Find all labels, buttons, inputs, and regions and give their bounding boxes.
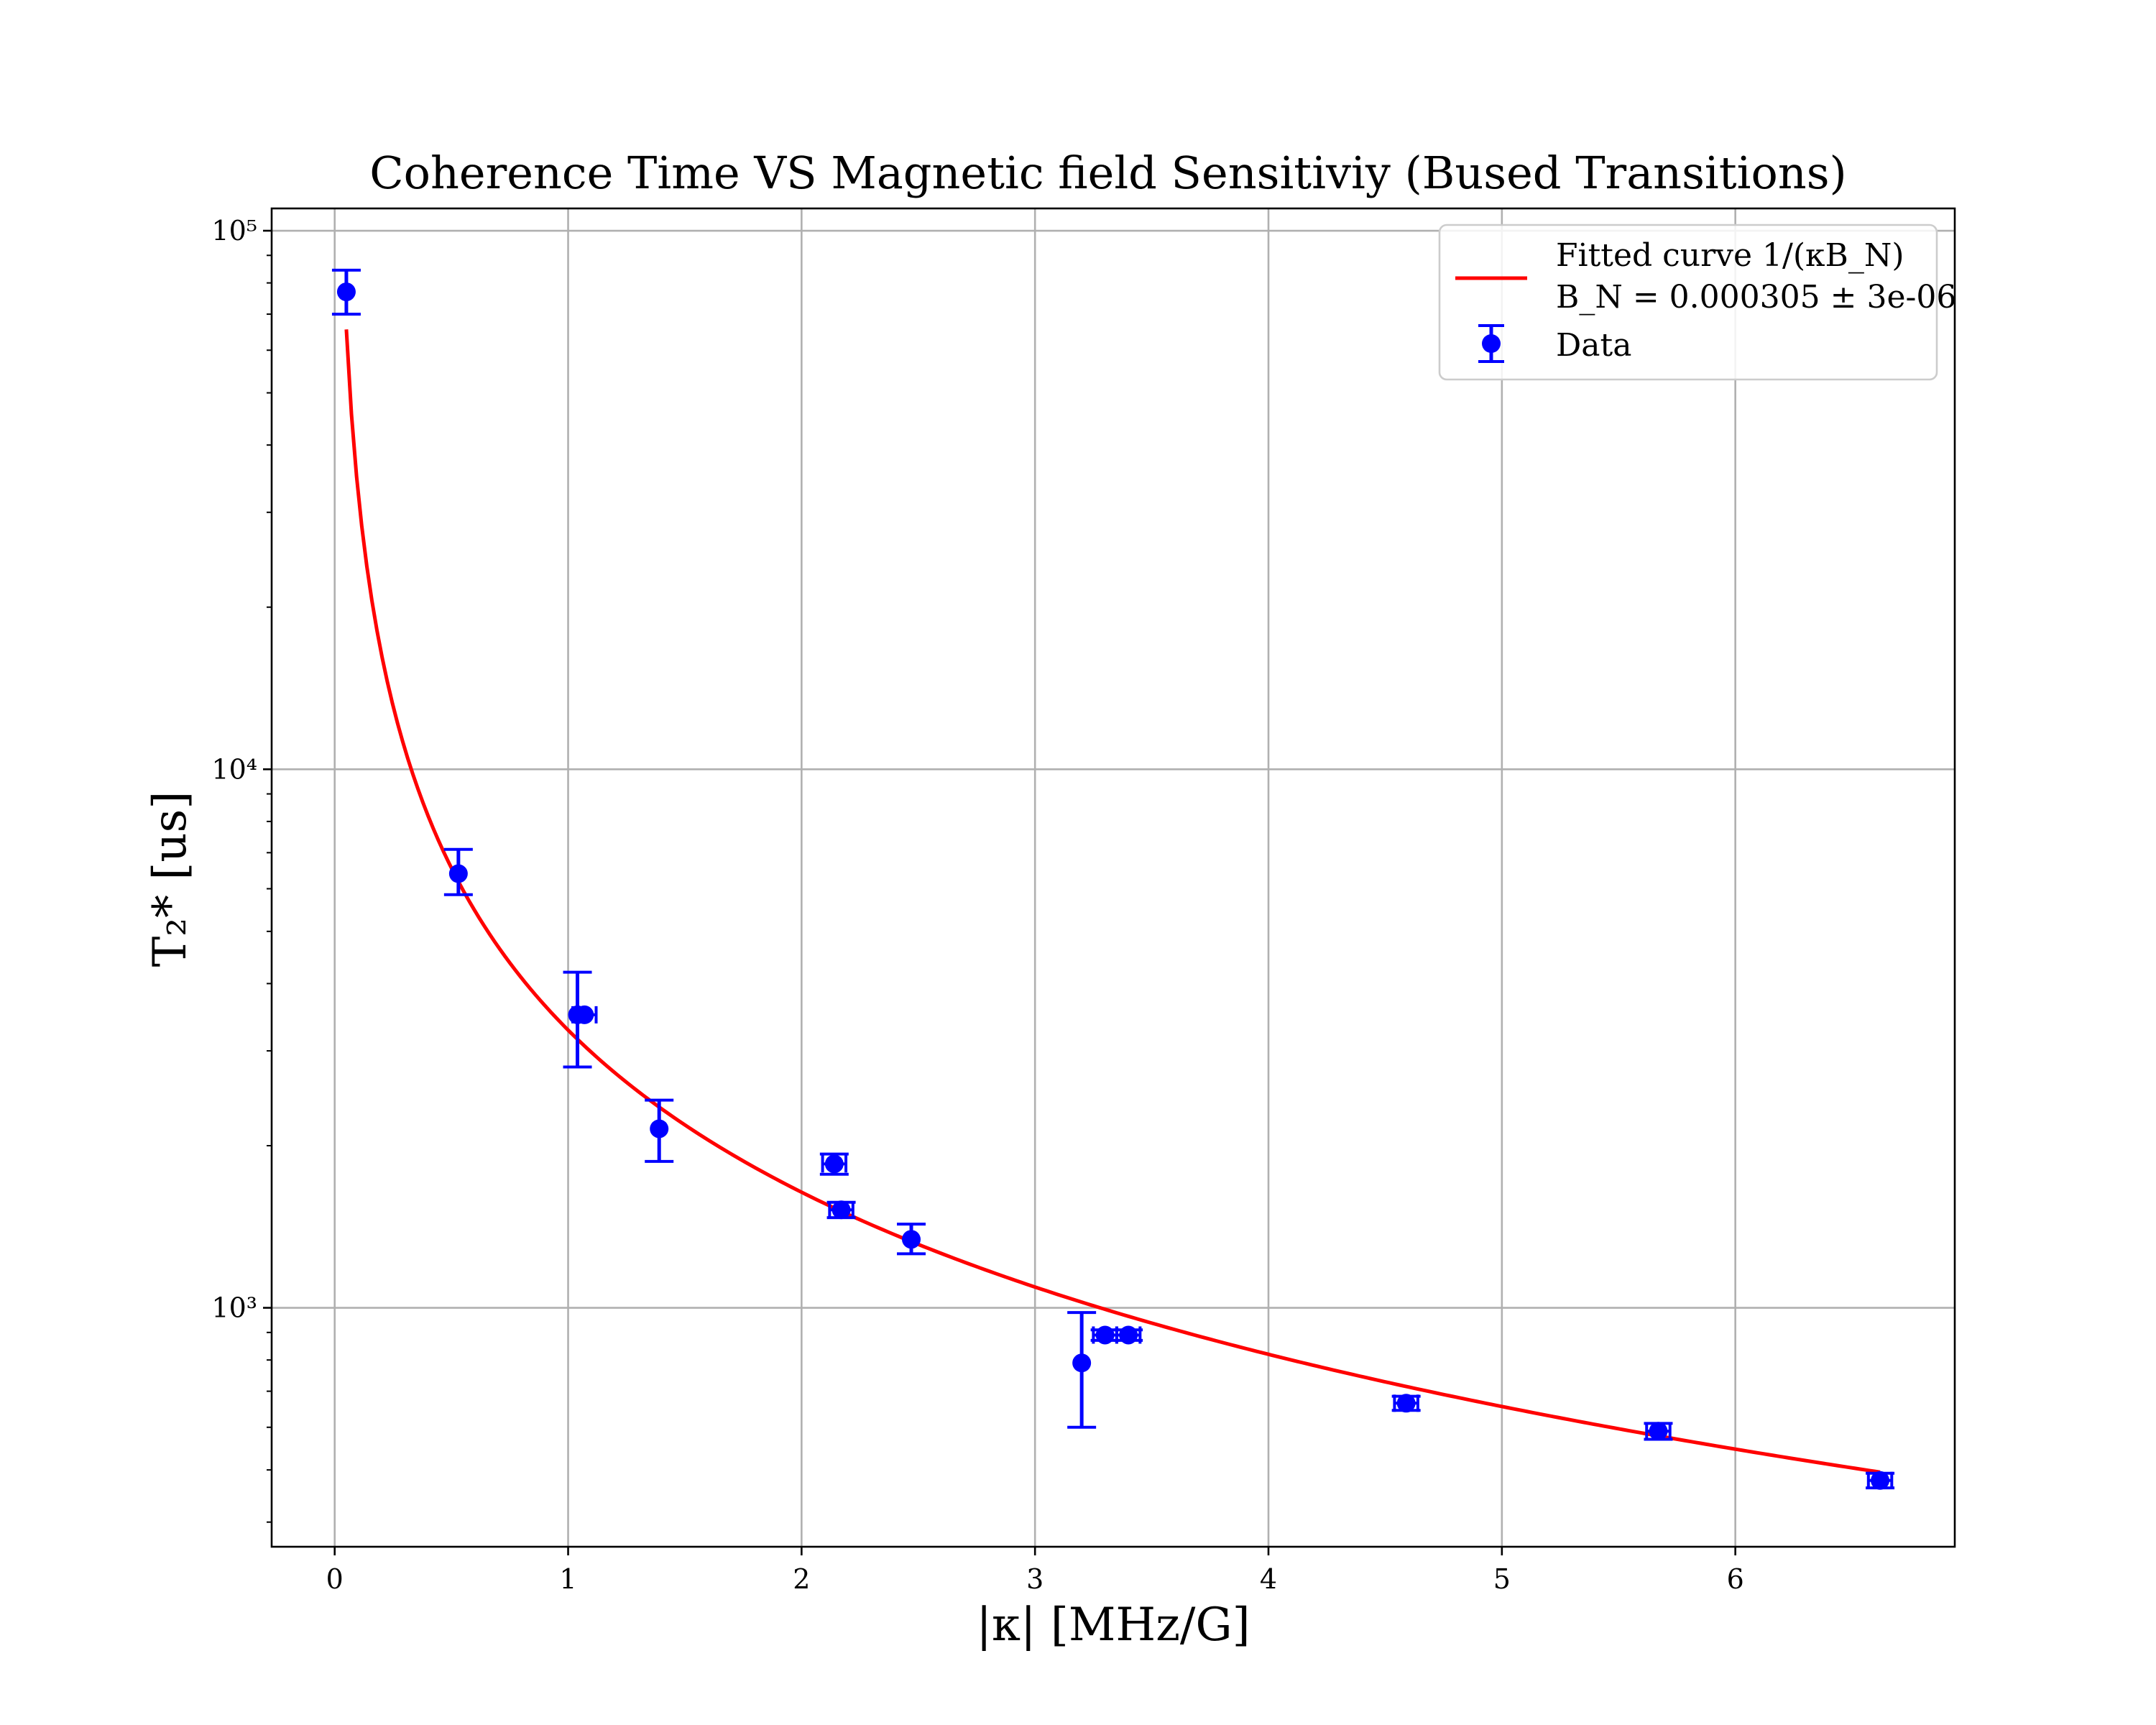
data-point-group: [443, 847, 473, 896]
x-axis-label: |κ| [MHz/G]: [976, 1598, 1250, 1652]
data-point: [1119, 1325, 1138, 1345]
y-tick-label: 10⁵: [211, 215, 257, 247]
legend-fit-line1: Fitted curve 1/(κB_N): [1556, 237, 1904, 274]
data-layer: [331, 268, 1895, 1490]
y-tick-label: 10⁴: [211, 753, 257, 785]
data-point-group: [1067, 1311, 1097, 1429]
fit-curve: [344, 329, 1881, 1474]
data-point: [1871, 1471, 1890, 1490]
x-tick-label: 1: [559, 1563, 576, 1595]
plot-frame: [270, 207, 1956, 1548]
data-point-group: [645, 1098, 674, 1163]
data-point: [824, 1154, 844, 1174]
legend-fit-line2: B_N = 0.000305 ± 3e-06: [1556, 279, 1956, 316]
legend-data-swatch: [1478, 324, 1504, 363]
data-point-group: [1391, 1394, 1421, 1413]
data-point-group: [897, 1223, 926, 1256]
data-point: [1649, 1422, 1668, 1441]
data-point-group: [826, 1200, 856, 1220]
data-point-group: [1866, 1471, 1895, 1490]
data-point: [575, 1005, 594, 1024]
data-point: [1396, 1394, 1416, 1413]
data-point-group: [571, 1005, 598, 1024]
fit-layer: [344, 329, 1881, 1474]
x-tick-label: 5: [1493, 1563, 1511, 1595]
y-axis-ticks: 10³ 10⁴ 10⁵: [211, 215, 272, 1523]
data-point: [336, 282, 356, 302]
y-tick-label: 10³: [211, 1292, 257, 1324]
legend: Fitted curve 1/(κB_N) B_N = 0.000305 ± 3…: [1438, 224, 1956, 381]
x-axis-ticks: 0 1 2 3 4 5 6: [326, 1547, 1744, 1595]
data-point: [1095, 1325, 1115, 1345]
x-tick-label: 2: [793, 1563, 810, 1595]
data-point: [831, 1200, 851, 1220]
x-tick-label: 0: [326, 1563, 344, 1595]
data-point: [650, 1119, 669, 1138]
data-point-group: [331, 268, 361, 316]
data-point-group: [1644, 1422, 1673, 1441]
data-point-group: [819, 1152, 849, 1176]
y-axis-label: T₂* [us]: [144, 791, 197, 967]
chart-title: Coherence Time VS Magnetic field Sensiti…: [369, 147, 1847, 199]
legend-box: [1438, 224, 1938, 381]
data-point: [902, 1230, 921, 1249]
x-tick-label: 6: [1727, 1563, 1744, 1595]
data-point: [1072, 1353, 1092, 1373]
legend-data-marker: [1482, 334, 1501, 353]
data-point-group: [1114, 1325, 1143, 1345]
x-tick-label: 3: [1026, 1563, 1044, 1595]
data-point: [448, 864, 468, 883]
x-tick-label: 4: [1260, 1563, 1277, 1595]
legend-data-label: Data: [1556, 327, 1631, 364]
